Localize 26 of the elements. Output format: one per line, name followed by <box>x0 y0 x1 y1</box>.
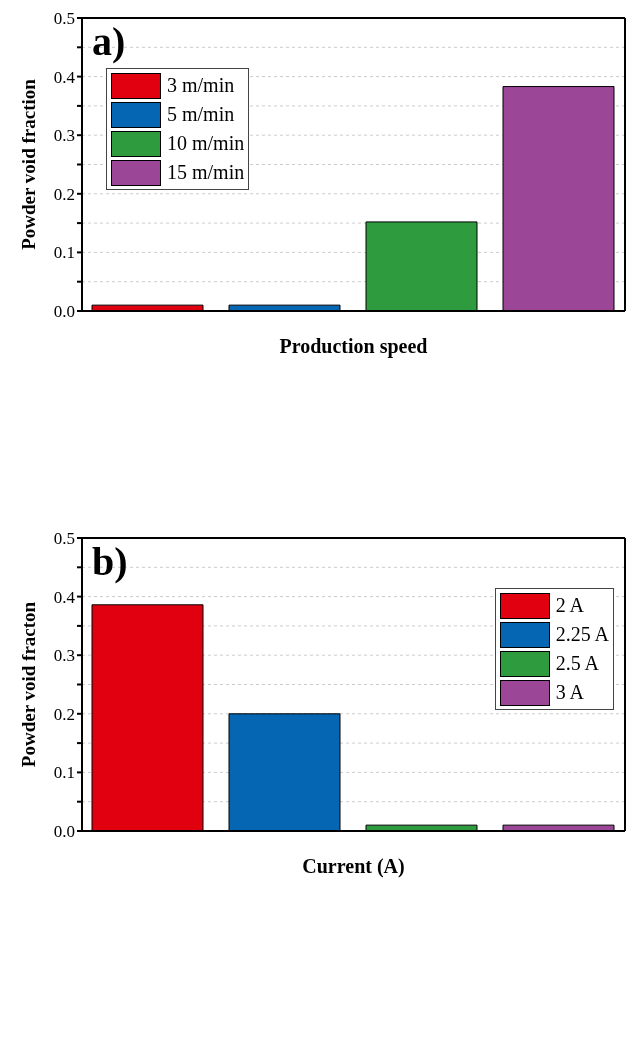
y-tick-label: 0.5 <box>53 529 75 549</box>
y-tick-label: 0.3 <box>53 126 75 146</box>
y-tick-label: 0.3 <box>53 646 75 666</box>
y-tick-label: 0.4 <box>53 67 76 87</box>
legend-label: 2.5 A <box>555 652 599 675</box>
annotation: b) <box>92 539 128 584</box>
y-axis-title: Powder void fracton <box>17 601 39 768</box>
x-axis-title: Production speed <box>279 335 428 358</box>
y-axis-title: Powder void fraction <box>17 78 39 250</box>
y-tick-label: 0.0 <box>53 822 75 842</box>
legend-label: 3 m/min <box>167 74 235 97</box>
legend-label: 2.25 A <box>555 623 609 646</box>
y-tick-label: 0.0 <box>53 302 75 322</box>
legend-label: 15 m/min <box>167 161 245 184</box>
y-tick-label: 0.2 <box>53 704 75 724</box>
x-axis-title: Current (A) <box>302 855 405 878</box>
y-tick-label: 0.1 <box>53 763 75 783</box>
y-tick-label: 0.4 <box>53 587 76 607</box>
legend-label: 5 m/min <box>167 103 235 126</box>
legend-label: 2 A <box>555 594 584 617</box>
legend-label: 3 A <box>555 681 584 704</box>
legend-label: 10 m/min <box>167 132 245 155</box>
annotation: a) <box>92 19 126 64</box>
y-tick-label: 0.5 <box>53 9 75 29</box>
y-tick-label: 0.1 <box>53 243 75 263</box>
y-tick-label: 0.2 <box>53 184 75 204</box>
